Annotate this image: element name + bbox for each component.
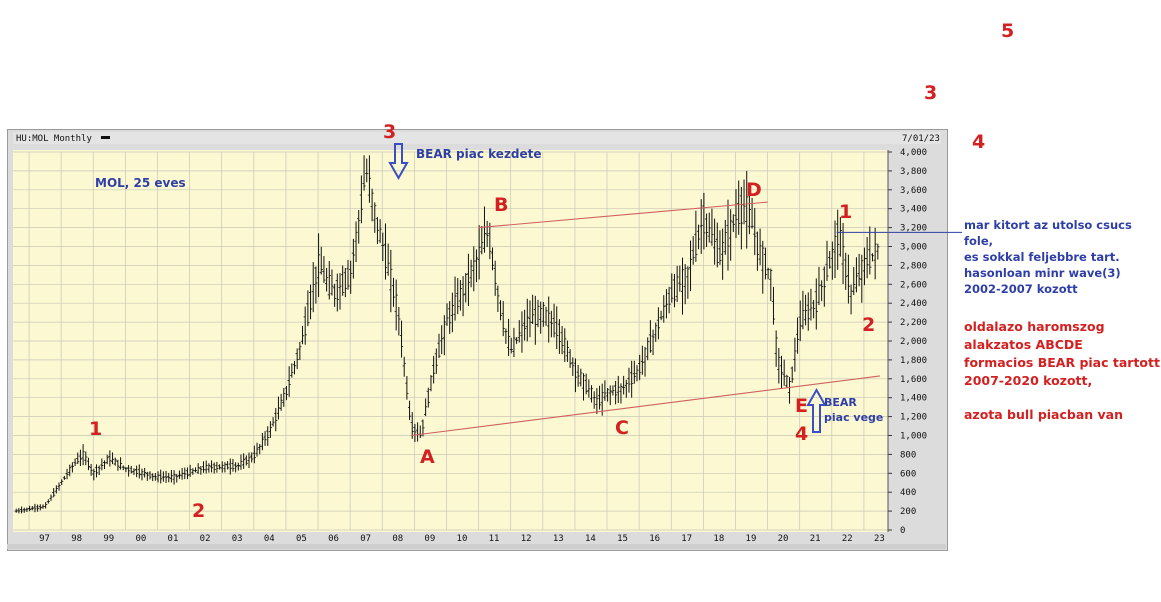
wave-label-minor-1: 1 xyxy=(839,201,853,223)
wave-label-C: C xyxy=(615,417,629,439)
x-tick-label: 00 xyxy=(135,534,146,544)
breakout-line-3: hasonloan minr wave(3) xyxy=(964,266,1121,280)
x-tick-label: 97 xyxy=(39,534,50,544)
wave-label-minor-2: 2 xyxy=(862,314,876,336)
wave-label-A: A xyxy=(420,446,435,468)
pattern-line-2: alakzatos ABCDE xyxy=(964,337,1083,352)
pattern-note: oldalazo haromszog alakzatos ABCDE forma… xyxy=(964,318,1160,390)
lower-trendline xyxy=(411,375,881,437)
x-tick-label: 04 xyxy=(264,534,275,544)
x-tick-label: 19 xyxy=(746,534,757,544)
bear-end-note-1: BEAR xyxy=(824,396,857,409)
chart-header-bar xyxy=(13,132,941,144)
upper-trendline xyxy=(478,201,768,229)
x-tick-label: 17 xyxy=(681,534,692,544)
wave-label-3: 3 xyxy=(383,121,397,143)
x-tick-label: 11 xyxy=(489,534,500,544)
x-tick-label: 23 xyxy=(874,534,885,544)
wave-label-top-3: 3 xyxy=(924,82,938,104)
pattern-line-4: 2007-2020 kozott, xyxy=(964,373,1093,388)
y-tick-label: 1,000 xyxy=(900,432,927,442)
y-tick-label: 800 xyxy=(900,450,916,460)
bottom-scroll-strip xyxy=(7,544,946,549)
wave-label-4: 4 xyxy=(795,423,809,445)
y-tick-label: 0 xyxy=(900,526,905,536)
x-tick-label: 10 xyxy=(457,534,468,544)
x-tick-label: 03 xyxy=(232,534,243,544)
y-tick-label: 1,800 xyxy=(900,356,927,366)
breakout-line-4: 2002-2007 kozott xyxy=(964,282,1078,296)
x-tick-label: 08 xyxy=(392,534,403,544)
wave-label-top-4: 4 xyxy=(972,131,986,153)
pattern-line-3: formacios BEAR piac tartott xyxy=(964,355,1160,370)
y-tick-label: 2,200 xyxy=(900,318,927,328)
y-tick-label: 600 xyxy=(900,469,916,479)
x-tick-label: 16 xyxy=(649,534,660,544)
x-tick-label: 09 xyxy=(424,534,435,544)
y-tick-label: 200 xyxy=(900,507,916,517)
bear-end-note-2: piac vege xyxy=(824,411,884,424)
wave-label-E: E xyxy=(795,395,808,417)
breakout-note: mar kitort az utolso csucs fole, es sokk… xyxy=(964,217,1161,297)
wave-label-D: D xyxy=(746,179,762,201)
x-tick-label: 22 xyxy=(842,534,853,544)
breakout-line-1: mar kitort az utolso csucs fole, xyxy=(964,218,1132,248)
x-tick-label: 21 xyxy=(810,534,821,544)
bull-note: azota bull piacban van xyxy=(964,407,1124,422)
y-tick-label: 3,200 xyxy=(900,224,927,234)
pattern-line-1: oldalazo haromszog xyxy=(964,319,1105,334)
down-arrow-icon xyxy=(388,143,409,181)
y-tick-label: 3,800 xyxy=(900,167,927,177)
chart-menu-icon[interactable] xyxy=(101,136,110,139)
x-tick-label: 18 xyxy=(713,534,724,544)
y-tick-label: 1,200 xyxy=(900,413,927,423)
wave-label-top-5: 5 xyxy=(1001,20,1015,42)
y-tick-label: 4,000 xyxy=(900,148,927,158)
y-tick-label: 2,400 xyxy=(900,299,927,309)
y-tick-label: 400 xyxy=(900,488,916,498)
x-tick-label: 12 xyxy=(521,534,532,544)
breakout-line-2: es sokkal feljebbre tart. xyxy=(964,250,1120,264)
y-tick-label: 3,400 xyxy=(900,205,927,215)
x-tick-label: 14 xyxy=(585,534,596,544)
wave-label-2: 2 xyxy=(192,500,206,522)
wave-label-B: B xyxy=(494,194,509,216)
x-tick-label: 99 xyxy=(103,534,114,544)
x-tick-label: 13 xyxy=(553,534,564,544)
chart-symbol: HU:MOL Monthly xyxy=(16,134,92,144)
y-tick-label: 2,800 xyxy=(900,261,927,271)
x-tick-label: 15 xyxy=(617,534,628,544)
x-tick-label: 02 xyxy=(200,534,211,544)
up-arrow-icon xyxy=(806,387,827,433)
y-tick-label: 1,600 xyxy=(900,375,927,385)
x-tick-label: 98 xyxy=(71,534,82,544)
x-tick-label: 06 xyxy=(328,534,339,544)
y-tick-label: 3,000 xyxy=(900,243,927,253)
y-tick-label: 3,600 xyxy=(900,186,927,196)
x-tick-label: 07 xyxy=(360,534,371,544)
y-tick-label: 2,600 xyxy=(900,280,927,290)
bear-start-note: BEAR piac kezdete xyxy=(416,147,542,161)
wave-label-1: 1 xyxy=(89,418,103,440)
x-tick-label: 20 xyxy=(778,534,789,544)
chart-date: 7/01/23 xyxy=(902,134,940,144)
x-tick-label: 01 xyxy=(168,534,179,544)
chart-subtitle: MOL, 25 eves xyxy=(95,176,186,190)
x-tick-label: 05 xyxy=(296,534,307,544)
y-tick-label: 2,000 xyxy=(900,337,927,347)
y-tick-label: 1,400 xyxy=(900,394,927,404)
